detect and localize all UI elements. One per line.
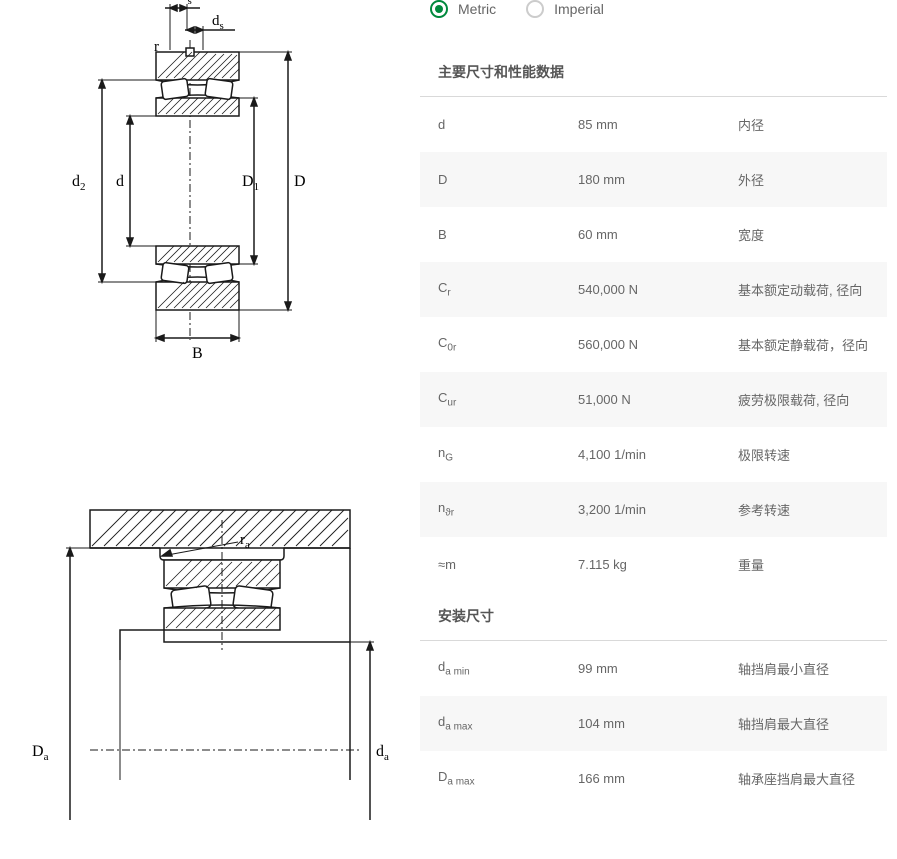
radio-selected-icon [430, 0, 448, 18]
section-title: 安装尺寸 [420, 592, 887, 634]
spec-description: 宽度 [738, 225, 869, 244]
spec-row: nG4,100 1/min极限转速 [420, 427, 887, 482]
spec-symbol: d [438, 117, 578, 132]
spec-description: 内径 [738, 115, 869, 134]
spec-row: ≈m7.115 kg重量 [420, 537, 887, 592]
unit-imperial-option[interactable]: Imperial [526, 0, 604, 18]
spec-row: C0r560,000 N基本额定静载荷，径向 [420, 317, 887, 372]
spec-description: 重量 [738, 555, 869, 574]
spec-symbol: da min [438, 659, 578, 678]
unit-selector: Metric Imperial [420, 0, 887, 18]
svg-text:Da: Da [32, 743, 49, 763]
mounting-dimension-diagram: ra [30, 500, 390, 830]
spec-symbol: da max [438, 714, 578, 733]
spec-symbol: Da max [438, 769, 578, 788]
spec-value: 7.115 kg [578, 557, 738, 572]
spec-value: 60 mm [578, 227, 738, 242]
spec-row: Da max166 mm轴承座挡肩最大直径 [420, 751, 887, 806]
spec-value: 166 mm [578, 771, 738, 786]
spec-value: 3,200 1/min [578, 502, 738, 517]
spec-symbol: nG [438, 445, 578, 464]
spec-description: 轴挡肩最大直径 [738, 714, 869, 733]
spec-symbol: Cr [438, 280, 578, 299]
spec-value: 540,000 N [578, 282, 738, 297]
spec-description: 参考转速 [738, 500, 869, 519]
spec-description: 轴挡肩最小直径 [738, 659, 869, 678]
spec-symbol: nϑr [438, 500, 578, 519]
unit-metric-option[interactable]: Metric [430, 0, 496, 18]
bearing-cross-section-diagram: ns ds r [30, 0, 390, 370]
svg-text:D1: D1 [242, 173, 259, 193]
spec-row: da min99 mm轴挡肩最小直径 [420, 641, 887, 696]
spec-symbol: B [438, 227, 578, 242]
spec-value: 4,100 1/min [578, 447, 738, 462]
unit-metric-label: Metric [458, 1, 496, 17]
spec-value: 51,000 N [578, 392, 738, 407]
spec-value: 85 mm [578, 117, 738, 132]
svg-text:D: D [294, 173, 306, 190]
spec-symbol: D [438, 172, 578, 187]
spec-row: da max104 mm轴挡肩最大直径 [420, 696, 887, 751]
spec-row: D180 mm外径 [420, 152, 887, 207]
spec-row: d85 mm内径 [420, 97, 887, 152]
spec-description: 外径 [738, 170, 869, 189]
spec-value: 99 mm [578, 661, 738, 676]
spec-description: 轴承座挡肩最大直径 [738, 769, 869, 788]
spec-value: 104 mm [578, 716, 738, 731]
unit-imperial-label: Imperial [554, 1, 604, 17]
spec-symbol: Cur [438, 390, 578, 409]
spec-row: nϑr3,200 1/min参考转速 [420, 482, 887, 537]
spec-symbol: C0r [438, 335, 578, 354]
svg-text:B: B [192, 345, 203, 362]
radio-unselected-icon [526, 0, 544, 18]
svg-text:d2: d2 [72, 173, 86, 193]
spec-row: Cr540,000 N基本额定动载荷, 径向 [420, 262, 887, 317]
spec-description: 基本额定动载荷, 径向 [738, 280, 869, 299]
svg-text:da: da [376, 743, 389, 763]
spec-symbol: ≈m [438, 557, 578, 572]
spec-description: 疲劳极限载荷, 径向 [738, 390, 869, 409]
spec-value: 180 mm [578, 172, 738, 187]
spec-description: 基本额定静载荷，径向 [738, 335, 869, 354]
section-title: 主要尺寸和性能数据 [420, 48, 887, 90]
spec-row: B60 mm宽度 [420, 207, 887, 262]
svg-text:ds: ds [212, 13, 224, 32]
spec-row: Cur51,000 N疲劳极限载荷, 径向 [420, 372, 887, 427]
svg-text:d: d [116, 173, 124, 190]
spec-value: 560,000 N [578, 337, 738, 352]
spec-description: 极限转速 [738, 445, 869, 464]
